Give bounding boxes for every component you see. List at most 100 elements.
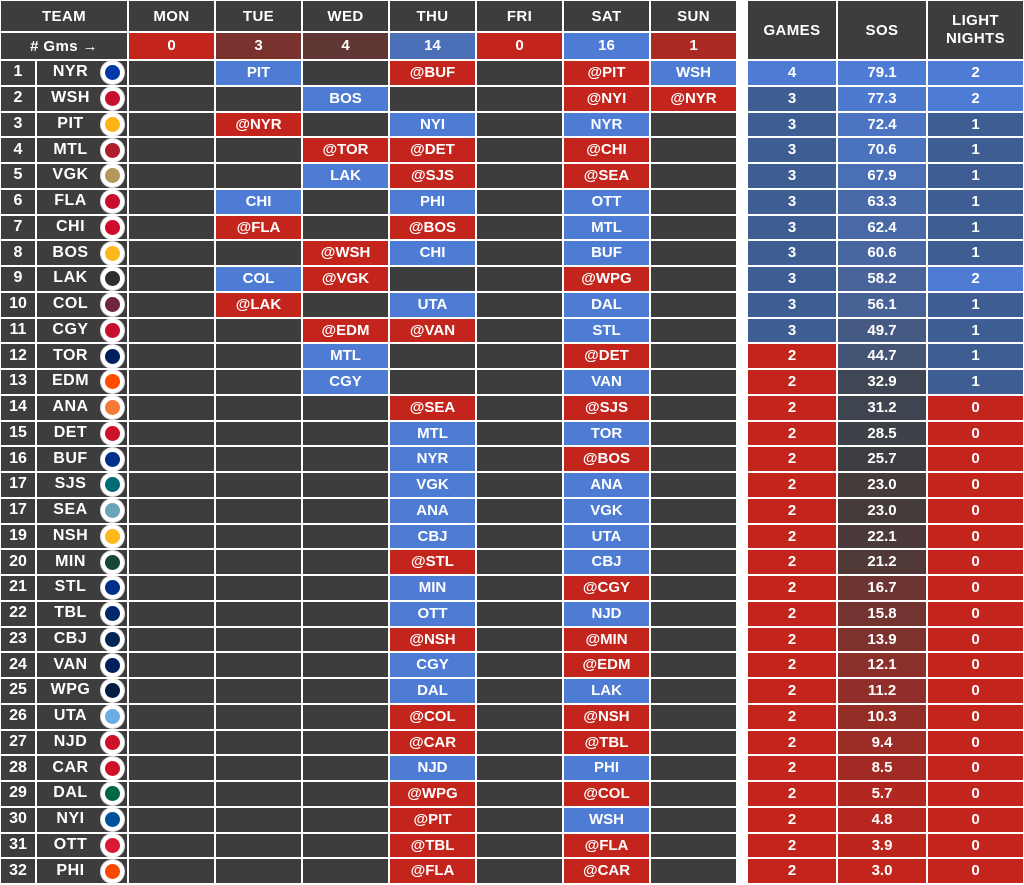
sos-cell: 25.7 [838,447,926,471]
column-spacer [738,189,746,214]
game-cell: BOS [303,86,388,111]
game-cell [216,601,301,626]
column-spacer [738,679,746,703]
game-cell: @PIT [390,807,475,832]
light-nights-cell: 0 [928,627,1023,652]
team-cell: SJS [37,473,127,497]
game-cell [477,653,562,677]
team-cell: NYI [37,807,127,832]
game-cell: STL [564,318,649,343]
games-count-cell: 2 [748,447,836,471]
game-cell: PHI [564,756,649,780]
light-nights-cell: 0 [928,730,1023,755]
game-cell: @DET [564,344,649,368]
gms-count-cell: 4 [303,33,388,59]
game-cell [129,395,214,420]
game-cell: PHI [390,189,475,214]
game-cell: WSH [564,807,649,832]
column-spacer [738,833,746,858]
game-cell [477,138,562,162]
games-count-cell: 2 [748,833,836,858]
team-abbr: COL [52,295,89,313]
game-cell [651,189,736,214]
game-cell: @WPG [564,267,649,291]
game-cell [651,807,736,832]
game-cell: @TBL [564,730,649,755]
game-cell: MTL [564,215,649,240]
team-cell: LAK [37,267,127,291]
game-cell: OTT [564,189,649,214]
game-cell [390,267,475,291]
game-cell [477,241,562,265]
rank-cell: 32 [1,859,35,883]
sos-cell: 5.7 [838,782,926,806]
game-cell [129,576,214,600]
game-cell: @TOR [303,138,388,162]
sos-cell: 12.1 [838,653,926,677]
team-logo-icon [100,86,125,111]
games-count-cell: 2 [748,679,836,703]
game-cell [477,61,562,85]
game-cell: PIT [216,61,301,85]
games-count-cell: 2 [748,344,836,368]
game-cell [216,473,301,497]
light-nights-cell: 1 [928,241,1023,265]
game-cell [216,653,301,677]
game-cell [303,782,388,806]
games-count-cell: 2 [748,756,836,780]
game-cell [477,627,562,652]
light-nights-cell: 0 [928,833,1023,858]
team-logo-icon [100,782,125,806]
game-cell [477,267,562,291]
team-cell: FLA [37,189,127,214]
column-spacer [738,498,746,523]
sos-cell: 8.5 [838,756,926,780]
game-cell: @LAK [216,292,301,317]
team-abbr: DAL [53,784,88,802]
game-cell [477,292,562,317]
game-cell: @COL [564,782,649,806]
game-cell [216,395,301,420]
games-count-cell: 2 [748,704,836,729]
game-cell: UTA [564,524,649,549]
game-cell [477,550,562,574]
game-cell: @FLA [390,859,475,883]
light-nights-cell: 1 [928,138,1023,162]
team-logo-icon [100,189,125,214]
game-cell [303,498,388,523]
game-cell [651,498,736,523]
game-cell [216,756,301,780]
rank-cell: 6 [1,189,35,214]
rank-cell: 25 [1,679,35,703]
team-column-header: TEAM [1,1,127,31]
game-cell [303,292,388,317]
game-cell [390,86,475,111]
gms-count-cell: 0 [129,33,214,59]
sos-cell: 23.0 [838,498,926,523]
game-cell [477,730,562,755]
game-cell [216,86,301,111]
game-cell [216,859,301,883]
game-cell [651,524,736,549]
game-cell [129,859,214,883]
games-count-cell: 2 [748,653,836,677]
column-spacer [738,782,746,806]
game-cell [129,318,214,343]
sos-cell: 44.7 [838,344,926,368]
game-cell [129,215,214,240]
team-cell: BUF [37,447,127,471]
light-nights-cell: 1 [928,344,1023,368]
gms-count-cell: 3 [216,33,301,59]
game-cell [303,395,388,420]
game-cell [216,550,301,574]
day-header-sat: SAT [564,1,649,31]
team-cell: PHI [37,859,127,883]
game-cell [477,833,562,858]
game-cell [651,370,736,394]
game-cell: @STL [390,550,475,574]
sos-cell: 4.8 [838,807,926,832]
game-cell [129,447,214,471]
rank-cell: 27 [1,730,35,755]
column-spacer [738,730,746,755]
